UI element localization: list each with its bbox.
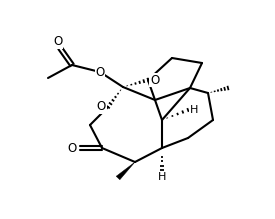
Text: O: O (97, 101, 106, 113)
Text: O: O (53, 35, 63, 48)
Text: O: O (95, 65, 104, 78)
Text: H: H (158, 172, 166, 182)
Text: O: O (150, 74, 159, 87)
Text: H: H (190, 105, 198, 115)
Text: O: O (68, 141, 77, 154)
Polygon shape (116, 162, 135, 180)
